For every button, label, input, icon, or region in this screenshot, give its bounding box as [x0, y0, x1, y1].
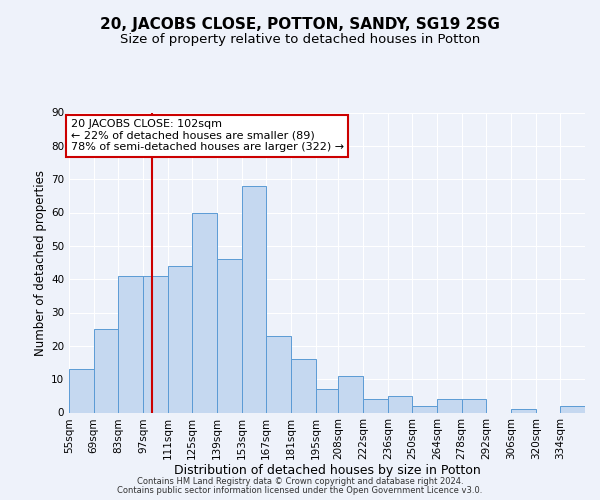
Bar — [462, 399, 487, 412]
Bar — [316, 389, 338, 412]
Bar — [560, 406, 585, 412]
Text: Size of property relative to detached houses in Potton: Size of property relative to detached ho… — [120, 32, 480, 46]
Bar — [363, 399, 388, 412]
Bar — [118, 276, 143, 412]
Bar — [437, 399, 462, 412]
Bar — [291, 359, 316, 412]
Bar — [69, 369, 94, 412]
Text: 20 JACOBS CLOSE: 102sqm
← 22% of detached houses are smaller (89)
78% of semi-de: 20 JACOBS CLOSE: 102sqm ← 22% of detache… — [71, 119, 344, 152]
Y-axis label: Number of detached properties: Number of detached properties — [34, 170, 47, 356]
Text: Contains HM Land Registry data © Crown copyright and database right 2024.: Contains HM Land Registry data © Crown c… — [137, 477, 463, 486]
Bar — [242, 186, 266, 412]
X-axis label: Distribution of detached houses by size in Potton: Distribution of detached houses by size … — [173, 464, 481, 476]
Bar — [412, 406, 437, 412]
Bar — [94, 329, 118, 412]
Bar — [388, 396, 412, 412]
Bar — [217, 259, 242, 412]
Bar — [192, 212, 217, 412]
Bar — [167, 266, 192, 412]
Bar — [266, 336, 291, 412]
Bar — [511, 409, 536, 412]
Text: Contains public sector information licensed under the Open Government Licence v3: Contains public sector information licen… — [118, 486, 482, 495]
Bar — [143, 276, 167, 412]
Bar — [338, 376, 363, 412]
Text: 20, JACOBS CLOSE, POTTON, SANDY, SG19 2SG: 20, JACOBS CLOSE, POTTON, SANDY, SG19 2S… — [100, 18, 500, 32]
